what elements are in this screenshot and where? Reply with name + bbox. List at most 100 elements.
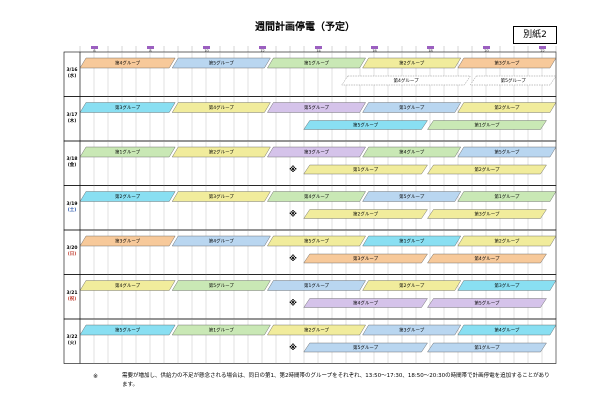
group-bar: [457, 102, 557, 113]
group-bar-label: 第1グループ: [304, 282, 330, 289]
group-bar-label: 第4グループ: [494, 327, 520, 334]
day-label: 3/16 (水): [64, 68, 80, 80]
additional-group-bar: [427, 164, 547, 175]
group-bar: [362, 146, 462, 158]
group-bar-label: 第3グループ: [304, 149, 330, 156]
day-label: 3/22 (火): [64, 335, 80, 347]
day-label: 3/19 (土): [64, 202, 80, 214]
time-tick-label: 12: [260, 49, 264, 53]
note-mark: ※: [289, 209, 297, 219]
additional-group-bar-label: 第5グループ: [353, 344, 379, 351]
additional-group-bar-label: 第4グループ: [353, 300, 379, 307]
additional-group-bar: [303, 120, 428, 130]
group-bar: [457, 280, 557, 291]
group-bar: [457, 324, 557, 336]
note-mark: ※: [289, 342, 297, 352]
group-bar: [267, 324, 366, 336]
group-bar: [171, 146, 271, 158]
group-bar-label: 第5グループ: [304, 104, 330, 111]
group-bar: [362, 191, 462, 202]
group-bar-label: 第1グループ: [494, 193, 520, 200]
day-label: 3/21 (祝): [64, 291, 80, 303]
time-marker: [147, 46, 154, 49]
day-date: 3/21: [66, 290, 78, 296]
time-marker: [203, 46, 210, 49]
additional-group-bar-label: 第1グループ: [353, 166, 379, 173]
group-bar: [79, 324, 176, 336]
group-bar-label: 第2グループ: [494, 238, 520, 245]
group-bar: [171, 280, 271, 291]
additional-group-bar-label: 第3グループ: [474, 211, 500, 218]
group-bar: [171, 102, 271, 113]
group-bar-label: 第5グループ: [115, 327, 141, 334]
additional-group-bar-label: 第1グループ: [474, 122, 500, 129]
additional-group-bar: [427, 253, 547, 264]
group-bar: [457, 191, 557, 202]
additional-group-bar-label: 第4グループ: [394, 77, 420, 84]
group-bar: [171, 235, 271, 247]
group-bar-label: 第3グループ: [115, 104, 141, 111]
group-bar-label: 第2グループ: [209, 149, 235, 156]
group-bar-label: 第3グループ: [399, 327, 425, 334]
time-tick-label: 10: [204, 49, 208, 53]
group-bar: [171, 191, 271, 202]
group-bar-label: 第1グループ: [399, 238, 425, 245]
additional-group-bar: [341, 75, 471, 86]
additional-group-bar-label: 第3グループ: [353, 255, 379, 262]
day-weekday: (祝): [67, 296, 77, 302]
time-tick-label: 14: [316, 49, 321, 53]
group-bar: [267, 191, 366, 202]
time-tick-label: 8: [149, 49, 151, 53]
group-bar-label: 第4グループ: [399, 149, 425, 156]
additional-group-bar-label: 第5グループ: [474, 300, 500, 307]
footnote-mark: ※: [93, 373, 99, 380]
group-bar: [171, 57, 271, 69]
day-date: 3/19: [66, 201, 78, 207]
group-bar-label: 第2グループ: [494, 104, 520, 111]
group-bar-label: 第4グループ: [115, 60, 141, 67]
group-bar-label: 第5グループ: [209, 60, 235, 67]
additional-group-bar: [469, 75, 557, 86]
group-bar: [457, 57, 557, 69]
additional-group-bar: [303, 298, 428, 308]
group-bar-label: 第2グループ: [399, 60, 425, 67]
additional-group-bar: [303, 253, 428, 264]
additional-group-bar-label: 第1グループ: [474, 344, 500, 351]
additional-group-bar-label: 第2グループ: [353, 211, 379, 218]
day-date: 3/17: [66, 112, 78, 118]
group-bar-label: 第4グループ: [115, 282, 141, 289]
day-date: 3/22: [66, 335, 78, 341]
group-bar-label: 第4グループ: [209, 104, 235, 111]
group-bar: [457, 235, 557, 247]
group-bar: [267, 146, 366, 158]
time-marker: [315, 46, 322, 49]
group-bar: [362, 280, 462, 291]
group-bar-label: 第1グループ: [209, 327, 235, 334]
additional-group-bar-label: 第5グループ: [501, 77, 527, 84]
group-bar-label: 第5グループ: [209, 282, 235, 289]
day-weekday: (日): [67, 252, 77, 258]
group-bar: [267, 280, 366, 291]
note-mark: ※: [289, 164, 297, 174]
group-bar-label: 第3グループ: [209, 193, 235, 200]
group-bar-label: 第5グループ: [494, 149, 520, 156]
group-bar: [79, 146, 176, 158]
group-bar: [362, 57, 462, 69]
additional-group-bar: [427, 209, 547, 219]
group-bar: [362, 102, 462, 113]
time-marker: [539, 46, 546, 49]
group-bar: [267, 57, 366, 69]
time-tick-label: 16: [372, 49, 376, 53]
day-label: 3/20 (日): [64, 246, 80, 258]
group-bar-label: 第1グループ: [304, 60, 330, 67]
group-bar: [362, 235, 462, 247]
group-bar-label: 第2グループ: [399, 282, 425, 289]
day-label: 3/18 (金): [64, 157, 80, 169]
day-date: 3/16: [66, 68, 78, 74]
time-marker: [91, 46, 98, 49]
group-bar: [79, 102, 176, 113]
footnote: 需要が増加し、供給力の不足が懸念される場合は、同日の第1、第2時間帯のグループを…: [122, 373, 550, 388]
additional-group-bar: [303, 209, 428, 219]
group-bar-label: 第3グループ: [494, 60, 520, 67]
group-bar: [457, 146, 557, 158]
